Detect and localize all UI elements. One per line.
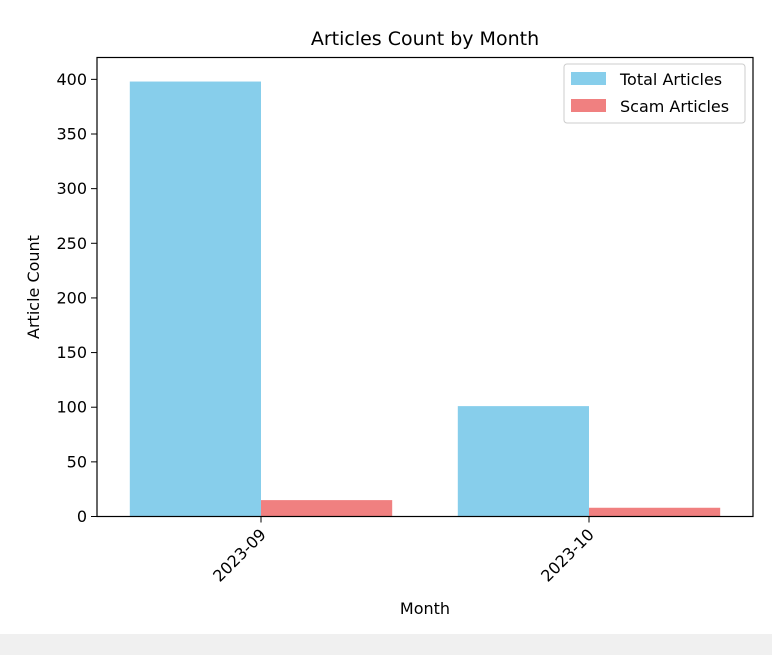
y-tick-label: 200 — [56, 288, 87, 307]
bar-total-articles-2023-10 — [457, 406, 589, 517]
y-tick-label: 150 — [56, 343, 87, 362]
y-tick-label: 350 — [56, 125, 87, 144]
x-axis-label: Month — [400, 599, 450, 618]
bar-total-articles-2023-09 — [129, 81, 261, 517]
y-axis-label: Article Count — [24, 235, 43, 339]
legend-box — [563, 63, 746, 124]
y-tick-label: 100 — [56, 398, 87, 417]
y-tick-label: 400 — [56, 70, 87, 89]
legend-swatch-total-articles — [571, 72, 606, 85]
y-axis-ticks: 0 50 100 150 200 250 300 350 400 — [56, 70, 97, 526]
y-tick-label: 250 — [56, 234, 87, 253]
legend-label-total-articles: Total Articles — [619, 70, 722, 89]
legend-label-scam-articles: Scam Articles — [620, 97, 729, 116]
bars-layer — [129, 81, 721, 517]
chart-figure: Articles Count by Month Article Count Mo… — [0, 0, 772, 634]
chart-title: Articles Count by Month — [311, 28, 539, 50]
legend: Total Articles Scam Articles — [563, 63, 746, 124]
bar-scam-articles-2023-10 — [589, 507, 721, 517]
x-tick-label: 2023-09 — [209, 525, 270, 586]
x-tick-label: 2023-10 — [537, 525, 598, 586]
y-tick-label: 300 — [56, 179, 87, 198]
bar-chart: Articles Count by Month Article Count Mo… — [24, 28, 754, 618]
bar-scam-articles-2023-09 — [261, 500, 393, 517]
y-tick-label: 0 — [77, 507, 87, 526]
y-tick-label: 50 — [67, 452, 87, 471]
x-axis-ticks: 2023-09 2023-10 — [209, 516, 598, 586]
plot-frame — [96, 56, 754, 518]
legend-swatch-scam-articles — [571, 99, 606, 112]
